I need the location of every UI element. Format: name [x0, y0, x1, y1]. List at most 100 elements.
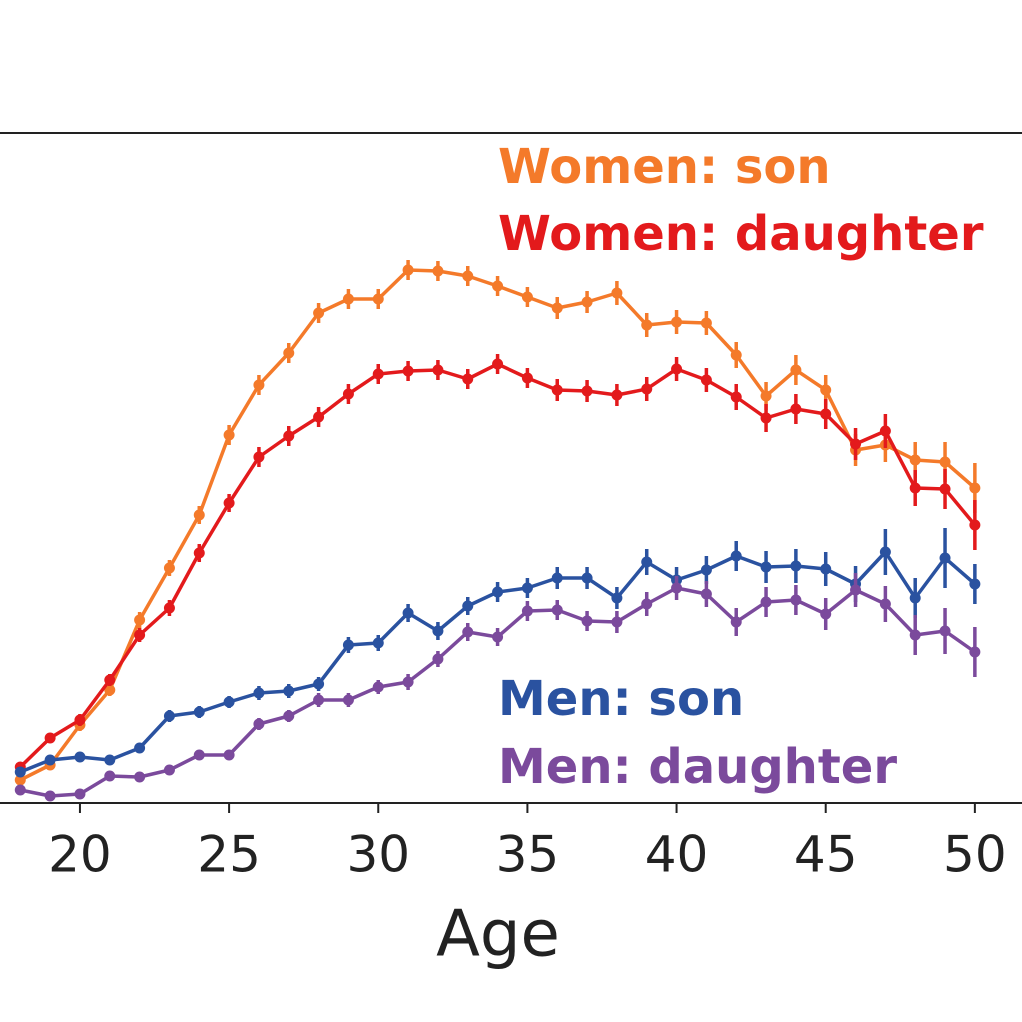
data-point — [700, 374, 712, 386]
data-point — [790, 560, 802, 572]
data-point — [581, 385, 593, 397]
data-point — [342, 639, 354, 651]
data-point — [134, 614, 146, 626]
data-point — [820, 408, 832, 420]
data-point — [253, 379, 265, 391]
data-point — [671, 363, 683, 375]
data-point — [283, 710, 295, 722]
legend-label: Women: daughter — [498, 206, 984, 262]
data-point — [969, 646, 981, 658]
data-point — [730, 616, 742, 628]
data-point — [641, 556, 653, 568]
data-point — [641, 383, 653, 395]
data-point — [372, 681, 384, 693]
data-point — [760, 390, 772, 402]
data-point — [700, 317, 712, 329]
x-tick-label: 30 — [346, 826, 410, 884]
data-point — [313, 694, 325, 706]
x-tick-label: 50 — [943, 826, 1007, 884]
data-point — [909, 454, 921, 466]
data-point — [134, 742, 146, 754]
data-point — [730, 391, 742, 403]
data-point — [372, 293, 384, 305]
data-point — [581, 296, 593, 308]
data-point — [223, 696, 235, 708]
data-point — [74, 751, 86, 763]
data-point — [671, 582, 683, 594]
data-point — [820, 608, 832, 620]
data-point — [14, 766, 26, 778]
data-point — [283, 430, 295, 442]
data-point — [432, 265, 444, 277]
data-point — [671, 316, 683, 328]
data-point — [74, 714, 86, 726]
data-point — [521, 372, 533, 384]
data-point — [462, 600, 474, 612]
data-point — [104, 684, 116, 696]
data-point — [700, 588, 712, 600]
data-point — [492, 280, 504, 292]
data-point — [402, 365, 414, 377]
data-point — [342, 293, 354, 305]
data-point — [193, 749, 205, 761]
data-point — [611, 389, 623, 401]
data-point — [193, 706, 205, 718]
data-point — [402, 676, 414, 688]
data-point — [939, 456, 951, 468]
data-point — [492, 631, 504, 643]
data-point — [611, 287, 623, 299]
data-point — [820, 563, 832, 575]
data-point — [879, 598, 891, 610]
data-point — [551, 604, 563, 616]
data-point — [134, 629, 146, 641]
x-tick-label: 40 — [645, 826, 709, 884]
data-point — [730, 550, 742, 562]
data-point — [551, 384, 563, 396]
data-point — [521, 291, 533, 303]
data-point — [104, 754, 116, 766]
data-point — [909, 592, 921, 604]
data-point — [641, 598, 653, 610]
data-point — [850, 438, 862, 450]
data-point — [969, 482, 981, 494]
data-point — [760, 412, 772, 424]
data-point — [402, 264, 414, 276]
data-point — [969, 578, 981, 590]
data-point — [44, 790, 56, 802]
data-point — [939, 483, 951, 495]
data-point — [521, 582, 533, 594]
data-point — [939, 625, 951, 637]
data-point — [581, 615, 593, 627]
data-point — [372, 368, 384, 380]
data-point — [193, 509, 205, 521]
data-point — [760, 561, 772, 573]
x-tick-label: 45 — [794, 826, 858, 884]
data-point — [969, 519, 981, 531]
data-point — [730, 349, 742, 361]
data-point — [700, 564, 712, 576]
data-point — [790, 403, 802, 415]
data-point — [432, 653, 444, 665]
data-point — [283, 685, 295, 697]
legend-label: Men: daughter — [498, 739, 897, 795]
data-point — [253, 687, 265, 699]
data-point — [432, 625, 444, 637]
data-point — [14, 774, 26, 786]
data-point — [790, 594, 802, 606]
data-point — [462, 626, 474, 638]
data-point — [760, 596, 772, 608]
data-point — [790, 364, 802, 376]
x-tick-label: 35 — [496, 826, 560, 884]
data-point — [372, 637, 384, 649]
data-point — [820, 384, 832, 396]
data-point — [14, 784, 26, 796]
data-point — [850, 584, 862, 596]
data-point — [163, 602, 175, 614]
legend-label: Women: son — [498, 139, 831, 195]
data-point — [134, 771, 146, 783]
data-point — [402, 607, 414, 619]
data-point — [521, 605, 533, 617]
data-point — [163, 710, 175, 722]
data-point — [879, 546, 891, 558]
